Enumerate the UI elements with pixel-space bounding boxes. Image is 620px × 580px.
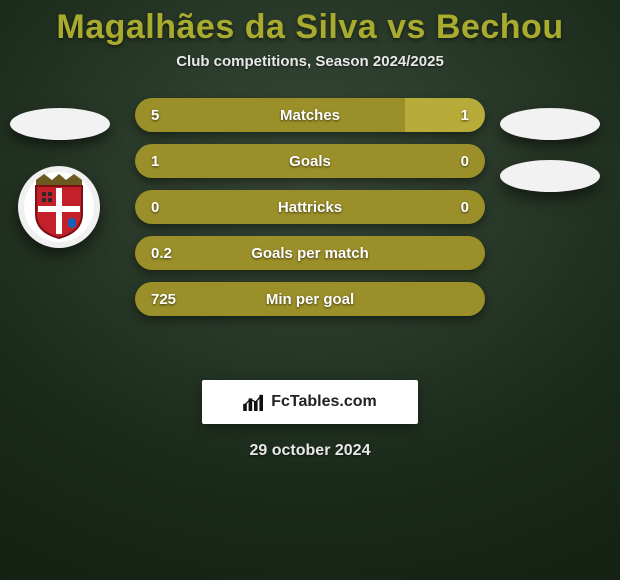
comparison-body: 51Matches10Goals00Hattricks0.2Goals per … xyxy=(0,98,620,358)
stat-right-value: 0 xyxy=(461,144,469,178)
stat-row: 51Matches xyxy=(135,98,485,132)
attribution-text: FcTables.com xyxy=(271,393,377,411)
stat-row: 725Min per goal xyxy=(135,282,485,316)
stat-left-seg: 725 xyxy=(135,282,485,316)
stat-left-seg: 5 xyxy=(135,98,405,132)
stat-left-value: 725 xyxy=(151,291,176,308)
stat-row: 0.2Goals per match xyxy=(135,236,485,270)
club-right-badge xyxy=(500,160,600,192)
stat-row: 10Goals xyxy=(135,144,485,178)
bar-chart-icon xyxy=(243,393,265,411)
stat-left-value: 5 xyxy=(151,107,159,124)
subtitle: Club competitions, Season 2024/2025 xyxy=(0,53,620,70)
club-left-badge xyxy=(18,166,100,248)
stat-left-value: 0 xyxy=(151,199,159,216)
stat-right-seg: 1 xyxy=(405,98,486,132)
stat-right-value: 1 xyxy=(461,107,469,124)
snapshot-date: 29 october 2024 xyxy=(0,442,620,460)
stat-left-seg: 0.2 xyxy=(135,236,485,270)
comparison-card: Magalhães da Silva vs Bechou Club compet… xyxy=(0,0,620,460)
shield-crest-icon xyxy=(28,174,90,240)
stat-row: 00Hattricks xyxy=(135,190,485,224)
page-title: Magalhães da Silva vs Bechou xyxy=(0,8,620,47)
club-left-crest xyxy=(24,172,94,242)
player-left-badge xyxy=(10,108,110,140)
stat-left-value: 0.2 xyxy=(151,245,172,262)
stat-bars: 51Matches10Goals00Hattricks0.2Goals per … xyxy=(135,98,485,316)
stat-left-seg: 1 xyxy=(135,144,485,178)
attribution-badge: FcTables.com xyxy=(202,380,418,424)
stat-right-value: 0 xyxy=(461,190,469,224)
stat-left-seg: 0 xyxy=(135,190,485,224)
player-right-badge xyxy=(500,108,600,140)
stat-left-value: 1 xyxy=(151,153,159,170)
